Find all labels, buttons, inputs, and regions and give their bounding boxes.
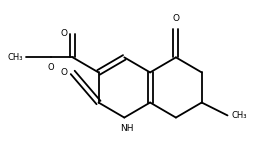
Text: O: O [172, 14, 179, 23]
Text: O: O [61, 29, 68, 38]
Text: CH₃: CH₃ [231, 111, 247, 120]
Text: NH: NH [120, 124, 133, 133]
Text: CH₃: CH₃ [7, 53, 23, 62]
Text: O: O [61, 68, 68, 77]
Text: O: O [48, 63, 55, 72]
